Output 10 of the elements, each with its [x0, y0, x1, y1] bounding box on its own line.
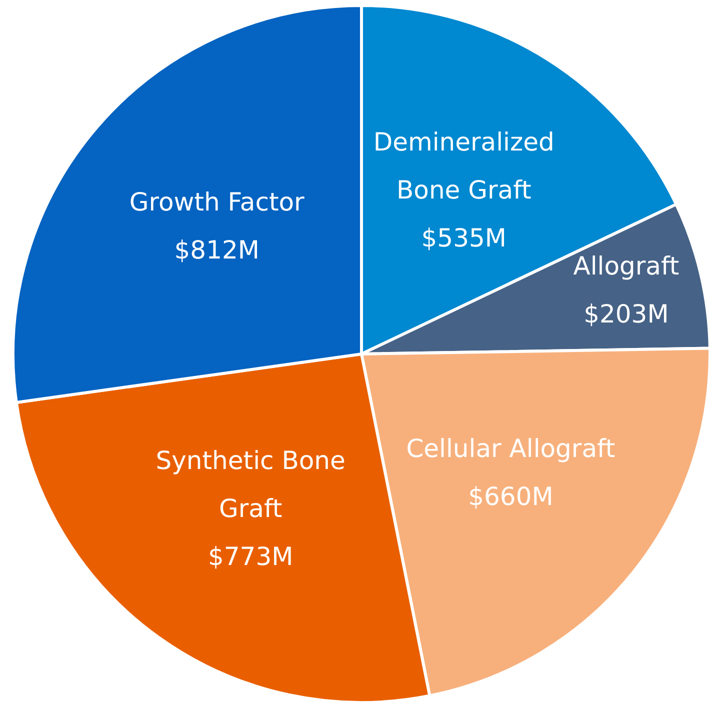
data-label: $203M [584, 300, 669, 328]
slice-label: Allograft [573, 252, 680, 280]
data-label: $773M [208, 542, 294, 571]
slice-label: Synthetic Bone Graft [156, 446, 346, 523]
slice-label: Growth Factor [129, 188, 306, 217]
slice-label: Cellular Allograft [406, 434, 616, 463]
data-label: $535M [421, 223, 506, 252]
data-label: $812M [174, 236, 260, 265]
data-label: $660M [468, 482, 554, 511]
slice-label: Demineralized Bone Graft [373, 127, 554, 204]
